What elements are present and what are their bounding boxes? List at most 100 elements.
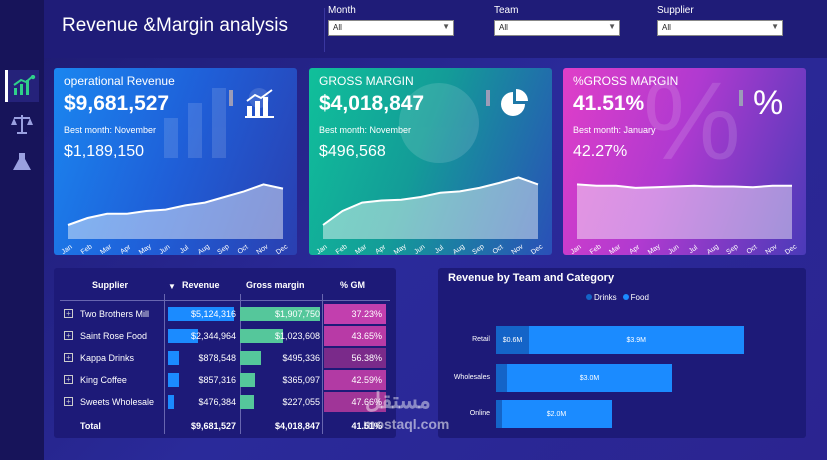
header-divider bbox=[324, 8, 325, 52]
revenue-cell: $5,124,316 bbox=[190, 309, 236, 319]
month-tick-label: Apr bbox=[628, 243, 641, 255]
supplier-name: Saint Rose Food bbox=[80, 331, 148, 341]
card-best-value: $496,568 bbox=[319, 143, 386, 160]
col-header-gross-margin[interactable]: Gross margin bbox=[246, 280, 305, 290]
supplier-table: Supplier ▼ Revenue Gross margin % GM + Tw… bbox=[54, 268, 396, 438]
gross-margin-cell: $1,023,608 bbox=[274, 331, 320, 341]
gross-margin-bar bbox=[240, 351, 261, 365]
gross-margin-bar bbox=[240, 307, 320, 321]
month-tick-label: May bbox=[647, 243, 662, 255]
month-tick-label: Oct bbox=[492, 244, 505, 255]
card-divider bbox=[229, 90, 233, 106]
expand-icon[interactable]: + bbox=[64, 397, 73, 406]
gross-margin-bar bbox=[240, 373, 256, 387]
revenue-cell: $878,548 bbox=[198, 353, 236, 363]
revenue-cell: $476,384 bbox=[198, 397, 236, 407]
revenue-sparkline: Jan Feb Mar Apr May Jun Jul Aug Sep Oct Nov Dec bbox=[61, 183, 290, 255]
month-tick-label: May bbox=[393, 243, 408, 255]
sidebar bbox=[0, 0, 44, 460]
bar-chart-icon bbox=[244, 88, 276, 125]
table-row[interactable]: + Sweets Wholesale $476,384 $227,055 47.66% bbox=[54, 392, 396, 412]
month-select-value: All bbox=[333, 23, 342, 32]
month-tick-label: Jun bbox=[667, 244, 680, 255]
sort-desc-icon[interactable]: ▼ bbox=[168, 282, 176, 291]
card-divider bbox=[739, 90, 743, 106]
chart-up-icon[interactable] bbox=[5, 70, 39, 102]
month-tick-label: Dec bbox=[530, 243, 545, 255]
month-tick-label: Mar bbox=[608, 243, 622, 255]
month-tick-label: Sep bbox=[725, 243, 739, 255]
expand-icon[interactable]: + bbox=[64, 375, 73, 384]
supplier-select[interactable]: All ▼ bbox=[657, 20, 783, 36]
chart-legend: Drinks Food bbox=[586, 293, 649, 302]
month-tick-label: Feb bbox=[589, 243, 603, 255]
month-filter: Month All ▼ bbox=[328, 5, 454, 36]
month-filter-label: Month bbox=[328, 5, 356, 16]
month-tick-label: Aug bbox=[706, 243, 720, 255]
team-select[interactable]: All ▼ bbox=[494, 20, 620, 36]
legend-item-food[interactable]: Food bbox=[622, 293, 649, 302]
expand-icon[interactable]: + bbox=[64, 309, 73, 318]
pct-gm-cell: 56.38% bbox=[324, 348, 386, 368]
supplier-name: Sweets Wholesale bbox=[80, 397, 155, 407]
expand-icon[interactable]: + bbox=[64, 353, 73, 362]
page-title: Revenue &Margin analysis bbox=[62, 15, 289, 36]
total-gross-margin: $4,018,847 bbox=[274, 421, 320, 431]
month-tick-label: Feb bbox=[80, 243, 94, 255]
pct-gross-margin-card: % %GROSS MARGIN 41.51% Best month: Janua… bbox=[563, 68, 806, 255]
card-value: 41.51% bbox=[573, 92, 645, 115]
card-best-label: Best month: November bbox=[319, 125, 412, 135]
bar-food-wholesales[interactable]: $3.0M bbox=[507, 364, 672, 392]
table-row[interactable]: + Two Brothers Mill $5,124,316 $1,907,750 37… bbox=[54, 304, 396, 324]
month-tick-label: Apr bbox=[119, 243, 132, 255]
card-title: operational Revenue bbox=[64, 74, 175, 88]
col-header-pct-gm[interactable]: % GM bbox=[340, 280, 366, 290]
month-tick-label: Nov bbox=[764, 243, 779, 255]
month-tick-label: Sep bbox=[216, 243, 230, 255]
card-title: %GROSS MARGIN bbox=[573, 74, 679, 88]
month-tick-label: Sep bbox=[471, 243, 485, 255]
scale-icon[interactable] bbox=[5, 108, 39, 140]
sparkline-area bbox=[68, 184, 283, 239]
bar-drinks-online[interactable] bbox=[496, 400, 502, 428]
month-tick-label: Jan bbox=[316, 244, 329, 255]
supplier-name: Two Brothers Mill bbox=[80, 309, 150, 319]
expand-icon[interactable]: + bbox=[64, 331, 73, 340]
col-header-revenue[interactable]: Revenue bbox=[182, 280, 220, 290]
gross-margin-bar bbox=[240, 395, 254, 409]
sparkline-line bbox=[67, 183, 284, 226]
percent-icon: % bbox=[753, 84, 784, 122]
flask-icon[interactable] bbox=[5, 146, 39, 178]
gross-margin-cell: $365,097 bbox=[282, 375, 320, 385]
pct-gm-cell: 42.59% bbox=[324, 370, 386, 390]
total-revenue: $9,681,527 bbox=[190, 421, 236, 431]
table-row[interactable]: + Kappa Drinks $878,548 $495,336 56.38% bbox=[54, 348, 396, 368]
gross-margin-sparkline: Jan Feb Mar Apr May Jun Jul Aug Sep Oct Nov Dec bbox=[316, 176, 545, 255]
month-tick-label: May bbox=[138, 243, 153, 255]
card-value: $9,681,527 bbox=[64, 92, 170, 115]
bar-food-retail[interactable]: $3.9M bbox=[529, 326, 744, 354]
legend-item-drinks[interactable]: Drinks bbox=[586, 293, 617, 302]
bar-drinks-retail[interactable]: $0.6M bbox=[496, 326, 529, 354]
revenue-bar bbox=[168, 307, 234, 321]
month-tick-label: Aug bbox=[197, 243, 211, 255]
bar-drinks-wholesales[interactable] bbox=[496, 364, 507, 392]
category-label: Wholesales bbox=[453, 374, 490, 381]
month-tick-label: Jun bbox=[158, 244, 171, 255]
month-select[interactable]: All ▼ bbox=[328, 20, 454, 36]
bar-food-online[interactable]: $2.0M bbox=[501, 400, 612, 428]
total-label: Total bbox=[80, 421, 101, 431]
gross-margin-cell: $1,907,750 bbox=[274, 309, 320, 319]
supplier-filter-label: Supplier bbox=[657, 5, 694, 16]
revenue-bar bbox=[168, 395, 175, 409]
chevron-down-icon: ▼ bbox=[608, 22, 616, 31]
col-header-supplier[interactable]: Supplier bbox=[92, 280, 129, 290]
total-row: Total $9,681,527 $4,018,847 41.51% bbox=[54, 416, 396, 436]
month-tick-label: Jul bbox=[179, 244, 191, 255]
table-row[interactable]: + King Coffee $857,316 $365,097 42.59% bbox=[54, 370, 396, 390]
table-row[interactable]: + Saint Rose Food $2,344,964 $1,023,608 43.6… bbox=[54, 326, 396, 346]
category-label: Retail bbox=[472, 336, 490, 343]
month-tick-label: Apr bbox=[374, 243, 387, 255]
month-tick-label: Nov bbox=[510, 243, 525, 255]
supplier-select-value: All bbox=[662, 23, 671, 32]
